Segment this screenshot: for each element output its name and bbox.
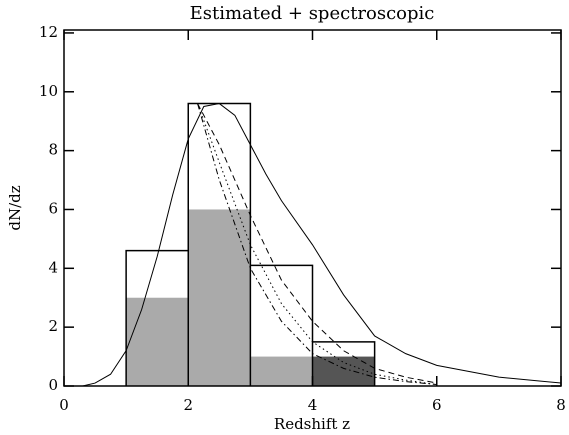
model-curve xyxy=(197,103,437,386)
model-curve xyxy=(197,103,437,384)
histogram-bar xyxy=(250,356,313,386)
model-curve xyxy=(197,103,437,386)
y-tick-label: 10 xyxy=(39,82,58,100)
histogram-bar xyxy=(126,297,189,386)
histogram-bar xyxy=(312,356,375,386)
x-tick-label: 0 xyxy=(59,396,69,414)
y-axis-label: dN/dz xyxy=(6,185,24,230)
x-tick-label: 4 xyxy=(308,396,318,414)
x-tick-label: 6 xyxy=(432,396,442,414)
y-tick-label: 8 xyxy=(48,141,58,159)
model-curve xyxy=(64,103,562,387)
histogram-bar xyxy=(188,209,251,386)
x-tick-label: 2 xyxy=(183,396,193,414)
y-tick-label: 0 xyxy=(48,376,58,394)
chart-title: Estimated + spectroscopic xyxy=(190,3,435,24)
y-tick-label: 4 xyxy=(48,258,58,276)
x-tick-label: 8 xyxy=(556,396,566,414)
x-axis-label: Redshift z xyxy=(274,415,350,433)
y-tick-label: 6 xyxy=(48,199,58,217)
y-tick-label: 2 xyxy=(48,317,58,335)
y-tick-label: 12 xyxy=(39,23,58,41)
